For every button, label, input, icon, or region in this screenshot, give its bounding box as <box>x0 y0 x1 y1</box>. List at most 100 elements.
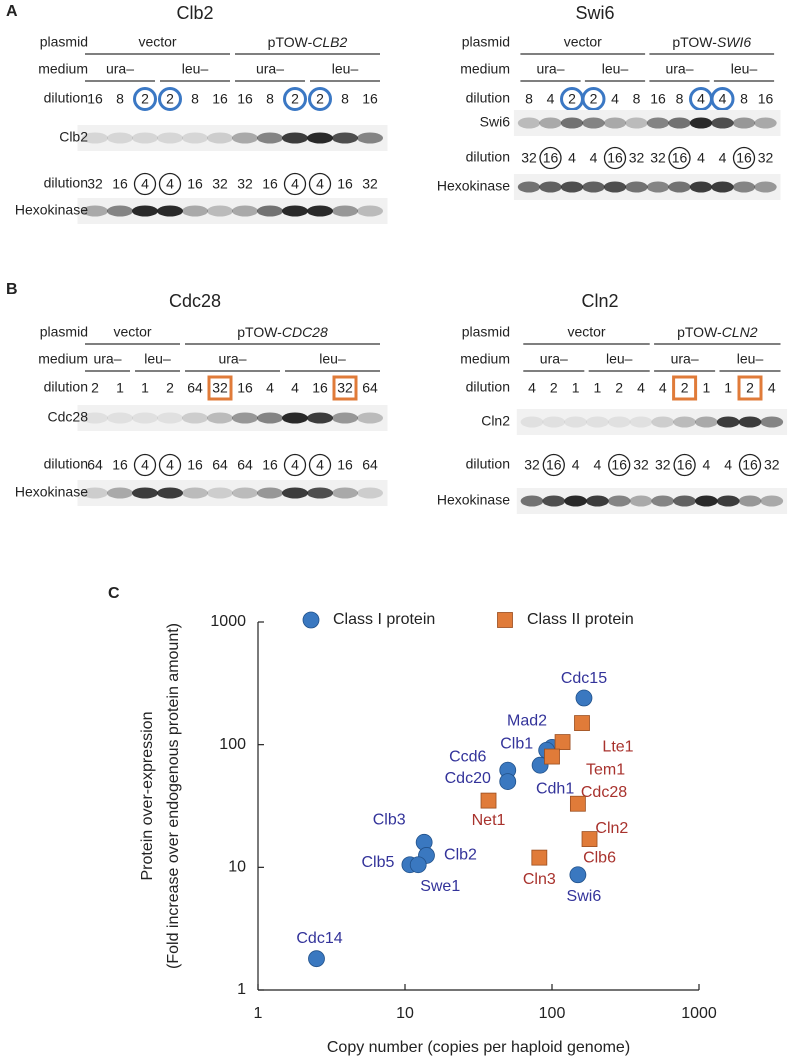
band <box>542 495 566 507</box>
band <box>82 487 108 499</box>
blot-background <box>77 405 388 431</box>
plasmid-gene: SWI6 <box>717 34 751 50</box>
dilution-value: 8 <box>116 91 124 107</box>
dilution-value: 64 <box>237 457 253 473</box>
y-tick-label: 10 <box>228 859 246 876</box>
band <box>586 416 609 428</box>
dilution-value: 16 <box>312 380 328 396</box>
dilution-value: 4 <box>724 457 732 473</box>
blot-title: Cln2 <box>581 291 618 311</box>
point-label: Cdc28 <box>581 784 627 801</box>
legend-marker <box>302 611 320 629</box>
row-label: medium <box>38 61 88 77</box>
dilution-marker <box>672 375 698 401</box>
group-label: ura– <box>665 61 693 77</box>
row-label: dilution <box>466 379 510 395</box>
band <box>182 412 208 424</box>
dilution-value: 2 <box>590 91 598 107</box>
band <box>257 132 283 144</box>
band <box>625 181 648 193</box>
band <box>539 117 562 129</box>
band <box>132 487 158 499</box>
row-label: dilution <box>466 456 510 472</box>
band <box>307 487 333 499</box>
band <box>207 412 233 424</box>
row-label: plasmid <box>462 324 510 340</box>
band <box>207 487 233 499</box>
band <box>107 132 133 144</box>
dilution-value: 2 <box>166 380 174 396</box>
dilution-value: 16 <box>237 380 253 396</box>
band <box>257 205 283 217</box>
dilution-value: 8 <box>676 91 684 107</box>
dilution-value: 2 <box>681 380 689 396</box>
band <box>182 487 208 499</box>
band <box>607 416 631 428</box>
point <box>531 849 548 866</box>
row-label: dilution <box>44 379 88 395</box>
dilution-value: 16 <box>672 150 688 166</box>
control-label: Hexokinase <box>15 202 88 218</box>
band <box>732 181 756 193</box>
dilution-marker <box>158 453 182 477</box>
blot-title: Clb2 <box>176 3 213 23</box>
band <box>689 181 713 193</box>
dilution-value: 16 <box>736 150 752 166</box>
plasmid-gene: CLB2 <box>312 34 347 50</box>
dilution-value: 32 <box>362 176 378 192</box>
dilution-marker <box>668 146 691 170</box>
y-tick-label: 1 <box>237 981 246 998</box>
dilution-value: 16 <box>262 457 278 473</box>
dilution-marker <box>133 172 157 196</box>
dilution-value: 32 <box>212 380 228 396</box>
point <box>569 795 586 812</box>
band <box>282 412 308 424</box>
dilution-value: 1 <box>724 380 732 396</box>
dilution-value: 32 <box>650 150 666 166</box>
band <box>520 495 544 507</box>
dilution-value: 16 <box>362 91 378 107</box>
band <box>738 416 762 428</box>
point-label: Cdc15 <box>561 670 607 687</box>
band <box>629 416 653 428</box>
dilution-value: 16 <box>337 457 353 473</box>
group-label: vector <box>138 34 176 50</box>
dilution-marker <box>158 87 182 111</box>
dilution-value: 4 <box>166 176 174 192</box>
band <box>732 117 756 129</box>
dilution-value: 16 <box>112 176 128 192</box>
dilution-value: 1 <box>572 380 580 396</box>
dilution-marker <box>581 87 606 111</box>
dilution-value: 4 <box>291 457 299 473</box>
band <box>357 487 383 499</box>
dilution-value: 64 <box>362 380 378 396</box>
dilution-value: 32 <box>633 457 649 473</box>
point <box>409 856 427 874</box>
point <box>581 831 598 847</box>
dilution-value: 2 <box>316 91 324 107</box>
dilution-value: 32 <box>758 150 774 166</box>
band <box>182 205 208 217</box>
dilution-value: 16 <box>262 176 278 192</box>
band <box>82 132 108 144</box>
dilution-value: 2 <box>568 91 576 107</box>
group-label: vector <box>113 324 151 340</box>
dilution-value: 4 <box>568 150 576 166</box>
legend-marker <box>497 612 513 628</box>
row-label: dilution <box>44 90 88 106</box>
dilution-marker <box>673 453 696 477</box>
band <box>560 181 584 193</box>
group-label: leu– <box>182 61 209 77</box>
control-label: Hexokinase <box>437 492 510 508</box>
dilution-marker <box>710 87 735 111</box>
band <box>564 416 587 428</box>
row-label: medium <box>38 351 88 367</box>
dilution-value: 1 <box>594 380 602 396</box>
group-label: ura– <box>671 351 699 367</box>
point-label: Clb2 <box>444 847 477 864</box>
legend-label: Class I protein <box>333 611 435 628</box>
protein-label: Cdc28 <box>48 409 89 425</box>
plasmid-prefix: pTOW- <box>237 324 282 340</box>
band <box>560 117 584 129</box>
band <box>357 412 383 424</box>
